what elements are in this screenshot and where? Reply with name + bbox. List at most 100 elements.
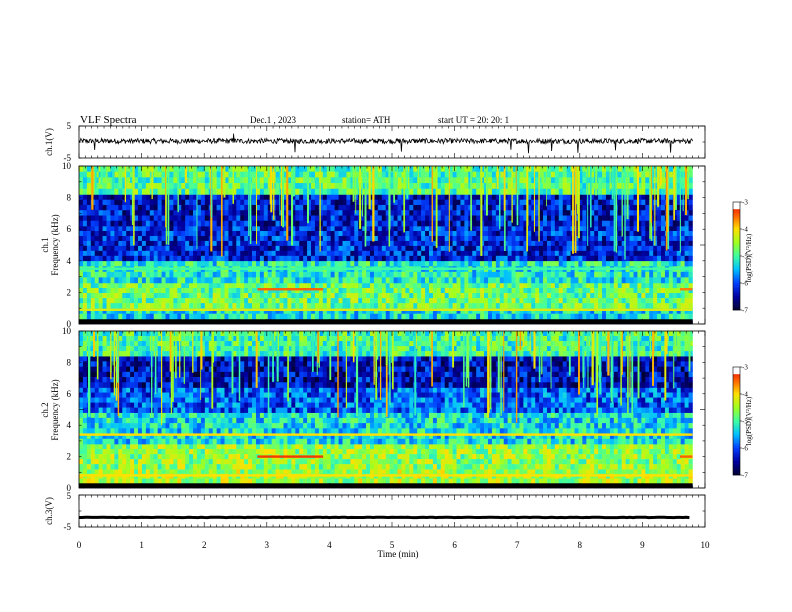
spectrogram-cell: [503, 245, 508, 252]
spectrogram-cell: [259, 282, 265, 289]
spectrogram-cell: [676, 293, 681, 299]
spectrogram-cell: [118, 226, 123, 232]
spectrogram-cell: [511, 183, 516, 190]
spectrogram-cell: [613, 308, 619, 315]
spectrogram-cell: [385, 255, 390, 262]
spectrogram-cell: [126, 282, 131, 289]
spectrogram-cell: [578, 240, 583, 247]
spectrogram-cell: [421, 245, 426, 252]
spectrogram-cell: [405, 231, 410, 237]
spectrogram-cell: [448, 255, 453, 262]
spectrogram-cell: [421, 287, 426, 294]
spectrogram-cell: [676, 199, 681, 206]
spectrogram-cell: [531, 194, 536, 201]
spectrogram-cell: [326, 277, 331, 284]
spectrogram-cell: [373, 220, 379, 227]
spectrogram-cell: [193, 231, 198, 237]
spectrogram-cell: [373, 293, 379, 299]
spectrogram-cell: [558, 171, 563, 178]
spectrogram-cell: [106, 183, 111, 190]
spectrogram-cell: [637, 255, 642, 262]
spectrogram-cell: [200, 231, 206, 237]
spectrogram-cell: [318, 199, 324, 206]
spectrogram-cell: [413, 210, 418, 216]
spectrogram-cell: [586, 235, 591, 242]
spectrogram-cell: [432, 255, 438, 262]
spectrogram-cell: [425, 250, 430, 257]
spectrogram-cell: [456, 293, 461, 299]
spectrogram-cell: [346, 303, 351, 309]
spectrogram-cell: [657, 293, 662, 299]
spectrogram-cell: [362, 194, 367, 201]
spectrogram-cell: [342, 313, 347, 320]
spectrogram-cell: [255, 220, 261, 227]
spectrogram-cell: [291, 240, 296, 247]
spectrogram-cell: [472, 250, 477, 257]
spectrogram-cell: [346, 199, 351, 206]
spectrogram-cell: [460, 271, 465, 278]
spectrogram-cell: [122, 166, 127, 172]
spectrogram-cell: [137, 177, 143, 184]
spectrogram-cell: [82, 277, 88, 284]
spectrogram-cell: [480, 255, 485, 262]
spectrogram-cell: [275, 255, 280, 262]
spectrogram-cell: [283, 235, 288, 242]
spectrogram-cell: [519, 226, 524, 232]
spectrogram-cell: [318, 235, 324, 242]
spectrogram-cell: [255, 194, 261, 201]
spectrogram-cell: [228, 171, 233, 178]
spectrogram-cell: [637, 293, 642, 299]
spectrogram-cell: [637, 171, 642, 178]
spectrogram-cell: [664, 298, 670, 304]
spectrogram-cell: [464, 250, 469, 257]
spectrogram-cell: [452, 177, 457, 184]
spectrogram-cell: [543, 171, 548, 178]
spectrogram-cell: [311, 245, 316, 252]
spectrogram-cell: [452, 271, 457, 278]
spectrogram-cell: [393, 183, 398, 190]
spectrogram-cell: [672, 293, 678, 299]
spectrogram-cell: [570, 287, 575, 294]
spectrogram-cell: [220, 235, 225, 242]
spectrogram-cell: [196, 287, 202, 294]
spectrogram-cell: [196, 250, 202, 257]
spectrogram-cell: [259, 235, 265, 242]
spectrogram-cell: [491, 277, 497, 284]
spectrogram-cell: [645, 231, 650, 237]
spectrogram-cell: [255, 183, 261, 190]
spectrogram-cell: [499, 171, 505, 178]
spectrogram-cell: [657, 255, 662, 262]
spectrogram-cell: [519, 255, 524, 262]
spectrogram-cell: [86, 260, 92, 267]
spectrogram-cell: [417, 255, 422, 262]
spectrogram-cell: [688, 183, 693, 190]
spectrogram-cell: [338, 215, 343, 222]
spectrogram-cell: [106, 293, 111, 299]
spectrogram-cell: [425, 215, 430, 222]
spectrogram-cell: [193, 303, 198, 309]
spectrogram-cell: [200, 240, 206, 247]
spectrogram-cell: [141, 293, 147, 299]
spectrogram-cell: [515, 240, 520, 247]
spectrogram-cell: [621, 194, 626, 201]
spectrogram-cell: [653, 308, 658, 315]
spectrogram-cell: [594, 231, 599, 237]
spectrogram-cell: [122, 183, 127, 190]
spectrogram-cell: [177, 282, 182, 289]
spectrogram-cell: [126, 166, 131, 172]
spectrogram-cell: [295, 240, 300, 247]
spectrogram-cell: [106, 277, 111, 284]
spectrogram-cell: [248, 250, 253, 257]
spectrogram-cell: [255, 226, 261, 232]
spectrogram-cell: [562, 177, 567, 184]
spectrogram-cell: [334, 308, 339, 315]
spectrogram-cell: [460, 240, 465, 247]
spectrogram-cell: [122, 235, 127, 242]
spectrogram-cell: [98, 303, 103, 309]
spectrogram-cell: [582, 183, 587, 190]
spectrogram-cell: [110, 293, 115, 299]
spectrogram-cell: [609, 220, 615, 227]
spectrogram-cell: [676, 177, 681, 184]
spectrogram-cell: [314, 204, 320, 211]
spectrogram-cell: [676, 255, 681, 262]
